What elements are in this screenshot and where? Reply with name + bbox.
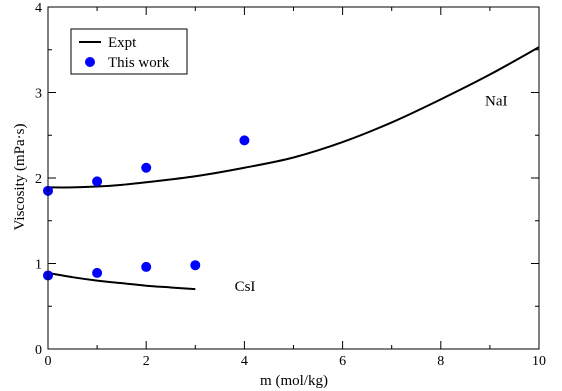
this-work-point bbox=[141, 261, 152, 272]
legend-expt-label: Expt bbox=[108, 35, 137, 51]
x-axis-label: m (mol/kg) bbox=[260, 373, 328, 389]
y-tick-label: 4 bbox=[35, 1, 42, 16]
x-tick-label: 2 bbox=[143, 354, 150, 369]
this-work-point bbox=[141, 162, 152, 173]
x-tick-label: 10 bbox=[532, 354, 546, 369]
this-work-point bbox=[92, 176, 103, 187]
y-tick-label: 0 bbox=[35, 343, 42, 358]
y-tick-label: 3 bbox=[35, 87, 42, 102]
y-tick-label: 1 bbox=[35, 258, 42, 273]
y-tick-label: 2 bbox=[35, 172, 42, 187]
plot-area bbox=[43, 46, 540, 291]
axes: 0 2 4 6 8 10 0 1 2 3 4 bbox=[35, 1, 546, 369]
x-tick-label: 8 bbox=[437, 354, 444, 369]
x-tick-label: 4 bbox=[241, 354, 248, 369]
this-work-point bbox=[239, 135, 250, 146]
this-work-point bbox=[92, 267, 103, 278]
legend-thiswork-label: This work bbox=[108, 55, 170, 71]
expt-curve-0 bbox=[47, 46, 540, 189]
x-tick-label: 0 bbox=[45, 354, 52, 369]
expt-curve-2 bbox=[47, 271, 196, 291]
legend-thiswork-marker bbox=[85, 57, 95, 67]
this-work-point bbox=[190, 260, 201, 271]
annotation-nai: NaI bbox=[485, 93, 508, 109]
x-tick-label: 6 bbox=[339, 354, 346, 369]
legend: Expt This work bbox=[70, 28, 188, 75]
y-axis-label: Viscosity (mPa·s) bbox=[12, 123, 28, 230]
annotation-csi: CsI bbox=[235, 279, 256, 295]
